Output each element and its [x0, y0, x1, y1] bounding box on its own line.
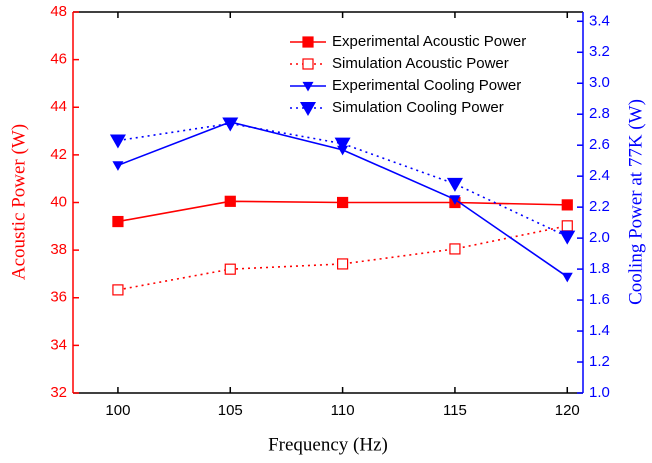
- marker: [561, 220, 573, 232]
- marker: [561, 272, 573, 283]
- y2-tick-label: 2.6: [589, 136, 610, 153]
- series-line: [117, 225, 568, 291]
- marker: [224, 195, 236, 207]
- marker: [337, 258, 349, 270]
- legend-label: Simulation Cooling Power: [332, 99, 504, 116]
- marker: [446, 177, 463, 192]
- y2-tick-label: 1.8: [589, 260, 610, 277]
- y-tick-label: 36: [50, 289, 67, 306]
- y2-tick-label: 1.2: [589, 353, 610, 370]
- legend-marker: [302, 36, 314, 48]
- legend-marker: [302, 81, 314, 92]
- marker: [222, 117, 239, 132]
- y-axis-label: Acoustic Power (W): [8, 124, 29, 280]
- y2-tick-label: 1.0: [589, 384, 610, 401]
- x-axis-label: Frequency (Hz): [268, 434, 388, 455]
- marker: [337, 196, 349, 209]
- legend-marker: [300, 102, 316, 116]
- y2-tick-label: 2.2: [589, 198, 610, 215]
- y-tick-label: 40: [50, 193, 67, 210]
- legend-label: Experimental Acoustic Power: [332, 33, 526, 50]
- y2-tick-label: 3.4: [589, 12, 610, 29]
- marker: [224, 263, 236, 275]
- marker: [449, 195, 461, 205]
- legend-label: Simulation Acoustic Power: [332, 55, 509, 72]
- y2-tick-label: 3.2: [589, 43, 610, 60]
- y-tick-label: 48: [50, 3, 67, 20]
- y-tick-label: 46: [50, 51, 67, 68]
- marker: [112, 284, 124, 296]
- marker: [449, 243, 461, 255]
- y-tick-label: 34: [50, 336, 67, 353]
- y-tick-label: 42: [50, 146, 67, 163]
- marker: [112, 215, 124, 228]
- y2-tick-label: 1.4: [589, 322, 610, 339]
- x-tick-label: 105: [218, 402, 243, 419]
- legend-marker: [302, 58, 314, 70]
- y2-axis-label: Cooling Power at 77K (W): [625, 99, 646, 305]
- y-tick-label: 44: [50, 98, 67, 115]
- y-tick-label: 32: [50, 384, 67, 401]
- marker: [112, 161, 124, 171]
- y2-tick-label: 2.4: [589, 167, 610, 184]
- marker: [334, 137, 351, 152]
- x-tick-label: 120: [555, 402, 580, 419]
- x-tick-label: 115: [443, 402, 467, 419]
- y2-tick-label: 1.6: [589, 291, 610, 308]
- y2-tick-label: 3.0: [589, 74, 610, 91]
- y2-tick-label: 2.8: [589, 105, 610, 122]
- y2-tick-label: 2.0: [589, 229, 610, 246]
- marker: [561, 199, 573, 211]
- marker: [559, 230, 576, 245]
- legend-label: Experimental Cooling Power: [332, 77, 521, 94]
- x-tick-label: 110: [331, 402, 355, 419]
- x-tick-label: 100: [105, 402, 130, 419]
- marker: [109, 134, 126, 149]
- y-tick-label: 38: [50, 241, 67, 258]
